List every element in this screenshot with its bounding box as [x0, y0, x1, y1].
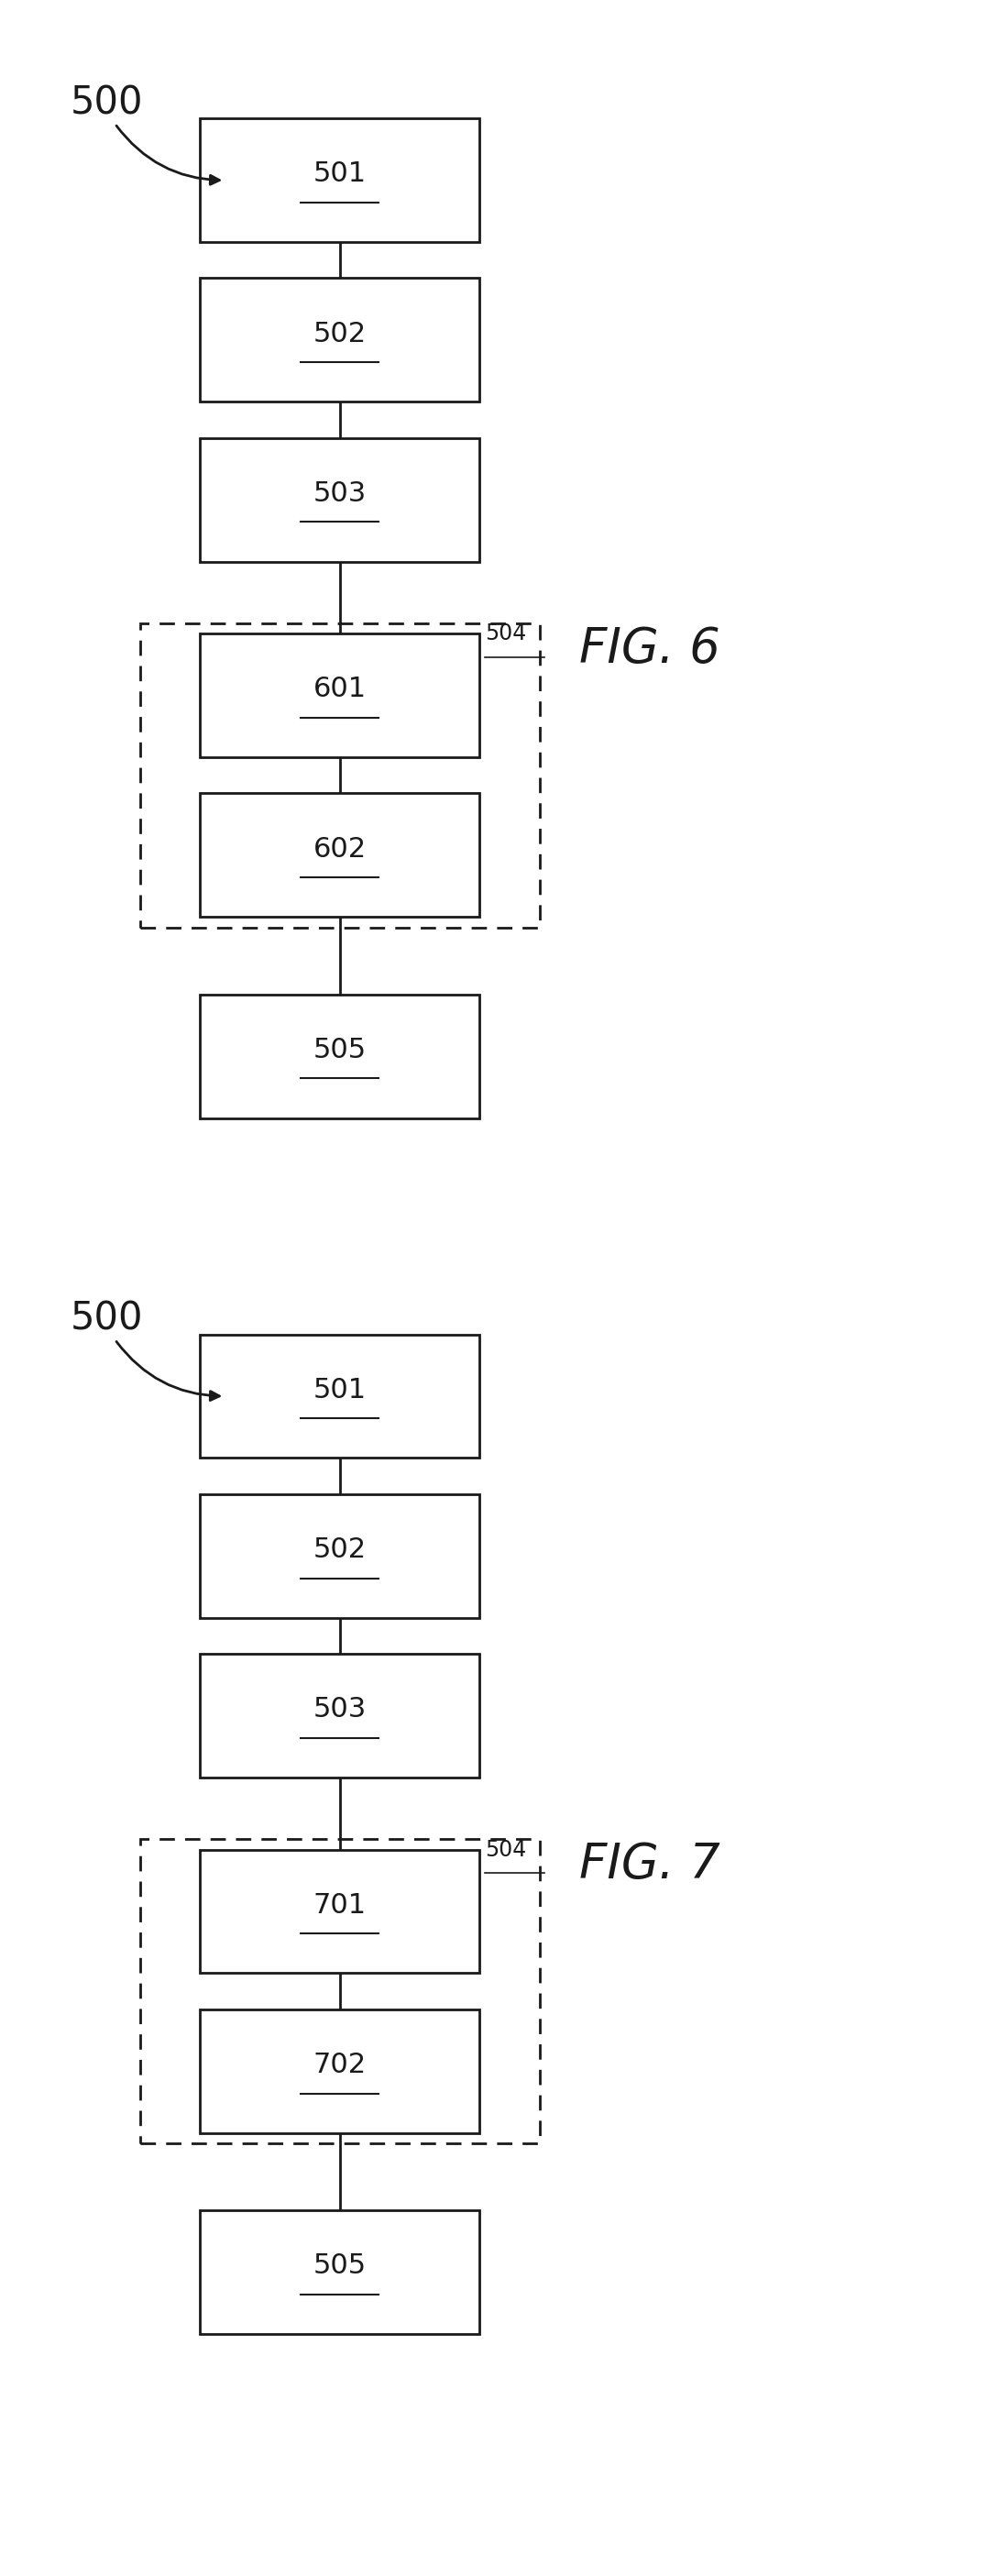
Bar	[200, 634, 480, 757]
Text: FIG. 6: FIG. 6	[579, 626, 720, 672]
Text: 503: 503	[313, 479, 367, 507]
Bar	[140, 1839, 539, 2143]
Bar	[200, 1654, 480, 1777]
Bar	[200, 1334, 480, 1458]
Text: 504: 504	[485, 623, 526, 644]
Bar	[200, 278, 480, 402]
Text: 601: 601	[313, 675, 367, 703]
Text: 500: 500	[70, 1301, 143, 1337]
Bar	[200, 1494, 480, 1618]
Text: 501: 501	[313, 160, 367, 188]
Bar	[200, 438, 480, 562]
Bar	[200, 1850, 480, 1973]
Bar	[200, 2210, 480, 2334]
Bar	[200, 2009, 480, 2133]
Text: 500: 500	[70, 85, 143, 121]
Text: 503: 503	[313, 1695, 367, 1723]
Text: 504: 504	[485, 1839, 526, 1860]
Text: 701: 701	[313, 1891, 367, 1919]
Bar	[140, 623, 539, 927]
Text: 602: 602	[313, 835, 367, 863]
Text: 502: 502	[313, 319, 367, 348]
Text: 505: 505	[313, 1036, 367, 1064]
Text: 702: 702	[313, 2050, 367, 2079]
Bar	[200, 793, 480, 917]
Text: 501: 501	[313, 1376, 367, 1404]
Bar	[200, 118, 480, 242]
Text: 505: 505	[313, 2251, 367, 2280]
Bar	[200, 994, 480, 1118]
Text: 502: 502	[313, 1535, 367, 1564]
Text: FIG. 7: FIG. 7	[579, 1842, 720, 1888]
